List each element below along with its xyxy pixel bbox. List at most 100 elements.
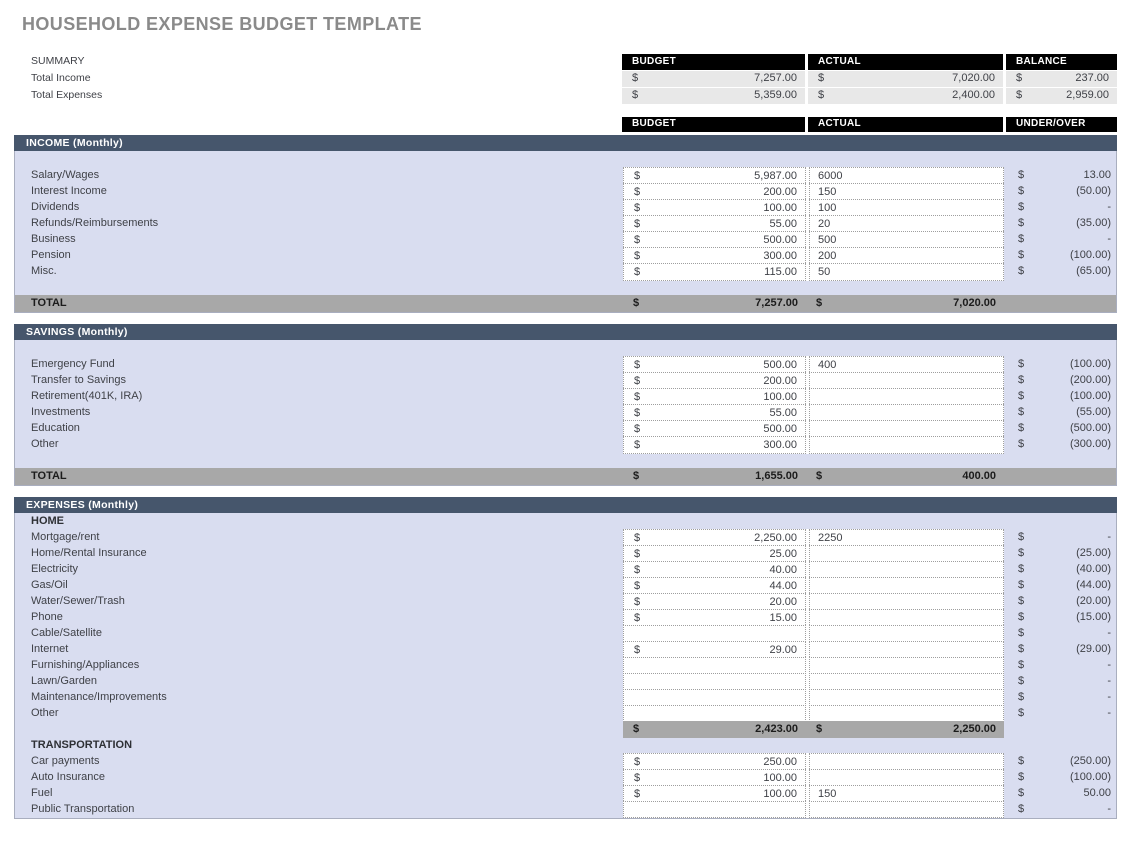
row-label: Public Transportation (31, 803, 135, 815)
main-header-actual: ACTUAL (805, 117, 1003, 132)
actual-cell[interactable] (809, 436, 1004, 454)
actual-cell-wrap (806, 625, 1004, 642)
table-row: Interest Income $200.00 150 $ (50.00) (15, 183, 1116, 201)
table-row: Business $500.00 500 $ - (15, 231, 1116, 249)
underover-value: (100.00) (1070, 249, 1111, 261)
budget-value: 300.00 (763, 250, 797, 262)
currency-symbol: $ (1018, 422, 1025, 434)
row-label: Car payments (31, 755, 100, 767)
underover-value: (40.00) (1076, 563, 1111, 575)
underover-value: - (1107, 707, 1111, 719)
page-title: HOUSEHOLD EXPENSE BUDGET TEMPLATE (22, 14, 422, 34)
underover-cell: $ (20.00) (1004, 593, 1118, 611)
budget-cell[interactable]: $25.00 (623, 545, 806, 563)
budget-cell[interactable] (623, 705, 806, 722)
currency-symbol: $ (634, 186, 641, 198)
budget-cell[interactable] (623, 657, 806, 674)
budget-cell[interactable]: $300.00 (623, 436, 806, 454)
section-header: SAVINGS (Monthly) (14, 324, 1117, 340)
budget-value: 2,250.00 (754, 532, 797, 544)
currency-symbol: $ (634, 234, 641, 246)
summary-actual-cell: $ 2,400.00 (805, 88, 1003, 104)
currency-symbol: $ (1018, 771, 1025, 783)
empty-cell (806, 340, 1004, 357)
budget-cell-wrap (623, 673, 806, 690)
empty-cell (806, 151, 1004, 168)
row-label: Other (31, 707, 59, 719)
table-row: Fuel $100.00 150 $50.00 (15, 785, 1116, 803)
actual-cell[interactable] (809, 657, 1004, 674)
row-label: Furnishing/Appliances (31, 659, 140, 671)
budget-cell-wrap: $100.00 (623, 785, 806, 803)
subtotal-row: $2,423.00 $2,250.00 (15, 721, 1116, 738)
table-row: Emergency Fund $500.00 400 $ (100.00) (15, 356, 1118, 374)
budget-cell-wrap: $300.00 (623, 436, 806, 454)
summary-table: SUMMARY BUDGET ACTUAL BALANCE Total Inco… (14, 54, 1117, 104)
underover-value: 13.00 (1083, 169, 1111, 181)
underover-value: - (1107, 691, 1111, 703)
underover-value: (50.00) (1076, 185, 1111, 197)
actual-cell[interactable]: 50 (809, 263, 1004, 281)
actual-cell-wrap (806, 420, 1004, 438)
budget-cell[interactable] (623, 689, 806, 706)
budget-cell[interactable]: $115.00 (623, 263, 806, 281)
budget-cell[interactable] (623, 673, 806, 690)
currency-symbol: $ (816, 470, 823, 482)
underover-value: (250.00) (1070, 755, 1111, 767)
summary-balance-cell: $ 237.00 (1003, 71, 1117, 87)
currency-symbol: $ (1018, 707, 1025, 719)
total-budget-value: 1,655.00 (755, 470, 798, 482)
underover-cell: $ (100.00) (1004, 388, 1118, 406)
underover-cell: $ (100.00) (1004, 356, 1118, 374)
actual-cell[interactable] (809, 673, 1004, 690)
row-label (15, 721, 623, 738)
empty-cell (623, 279, 806, 296)
row-label: Retirement(401K, IRA) (31, 390, 143, 402)
underover-value: - (1107, 627, 1111, 639)
underover-cell: $ (500.00) (1004, 420, 1118, 438)
actual-cell-wrap: 200 (806, 247, 1004, 265)
actual-cell-wrap (806, 436, 1004, 454)
row-label: Dividends (31, 201, 80, 213)
underover-value: - (1107, 659, 1111, 671)
empty-cell (623, 737, 806, 754)
currency-symbol: $ (1018, 438, 1025, 450)
row-label: TOTAL (31, 297, 67, 309)
budget-sections: INCOME (Monthly) Salary/Wages $5,987.00 600… (14, 135, 1117, 819)
actual-cell[interactable] (809, 801, 1004, 818)
budget-cell[interactable]: $250.00 (623, 753, 806, 771)
actual-cell-wrap (806, 372, 1004, 390)
actual-cell[interactable] (809, 705, 1004, 722)
table-row: Internet $29.00 $ (29.00) (15, 641, 1116, 659)
budget-cell[interactable]: $2,250.00 (623, 529, 806, 547)
actual-cell[interactable] (809, 625, 1004, 642)
budget-cell[interactable]: $500.00 (623, 420, 806, 438)
budget-cell[interactable]: $200.00 (623, 183, 806, 201)
budget-cell[interactable] (623, 801, 806, 818)
budget-section: INCOME (Monthly) Salary/Wages $5,987.00 600… (14, 135, 1117, 313)
table-row: Electricity $40.00 $ (40.00) (15, 561, 1116, 579)
currency-symbol: $ (1018, 579, 1025, 591)
budget-cell[interactable] (623, 625, 806, 642)
budget-cell-wrap: $115.00 (623, 263, 806, 281)
table-row: Misc. $115.00 50 $ (65.00) (15, 263, 1116, 281)
actual-cell[interactable]: 150 (809, 183, 1004, 201)
summary-row-label: Total Income (31, 72, 91, 84)
row-label (15, 452, 623, 469)
currency-symbol: $ (634, 532, 641, 544)
budget-value: 200.00 (763, 375, 797, 387)
underover-cell: $ (35.00) (1004, 215, 1118, 233)
currency-symbol: $ (1018, 201, 1025, 213)
budget-cell[interactable]: $20.00 (623, 593, 806, 611)
actual-cell[interactable] (809, 689, 1004, 706)
budget-value: 15.00 (769, 612, 797, 624)
currency-symbol: $ (634, 423, 641, 435)
row-label: Cable/Satellite (31, 627, 102, 639)
total-underover-spacer (1004, 295, 1118, 312)
spacer-row (15, 279, 1116, 296)
row-label: Other (31, 438, 59, 450)
budget-cell[interactable]: $15.00 (623, 609, 806, 627)
budget-cell-wrap (623, 801, 806, 818)
summary-row-total-expenses: Total Expenses $ 5,359.00 $ 2,400.00 $ 2… (14, 88, 1117, 104)
underover-value: (200.00) (1070, 374, 1111, 386)
